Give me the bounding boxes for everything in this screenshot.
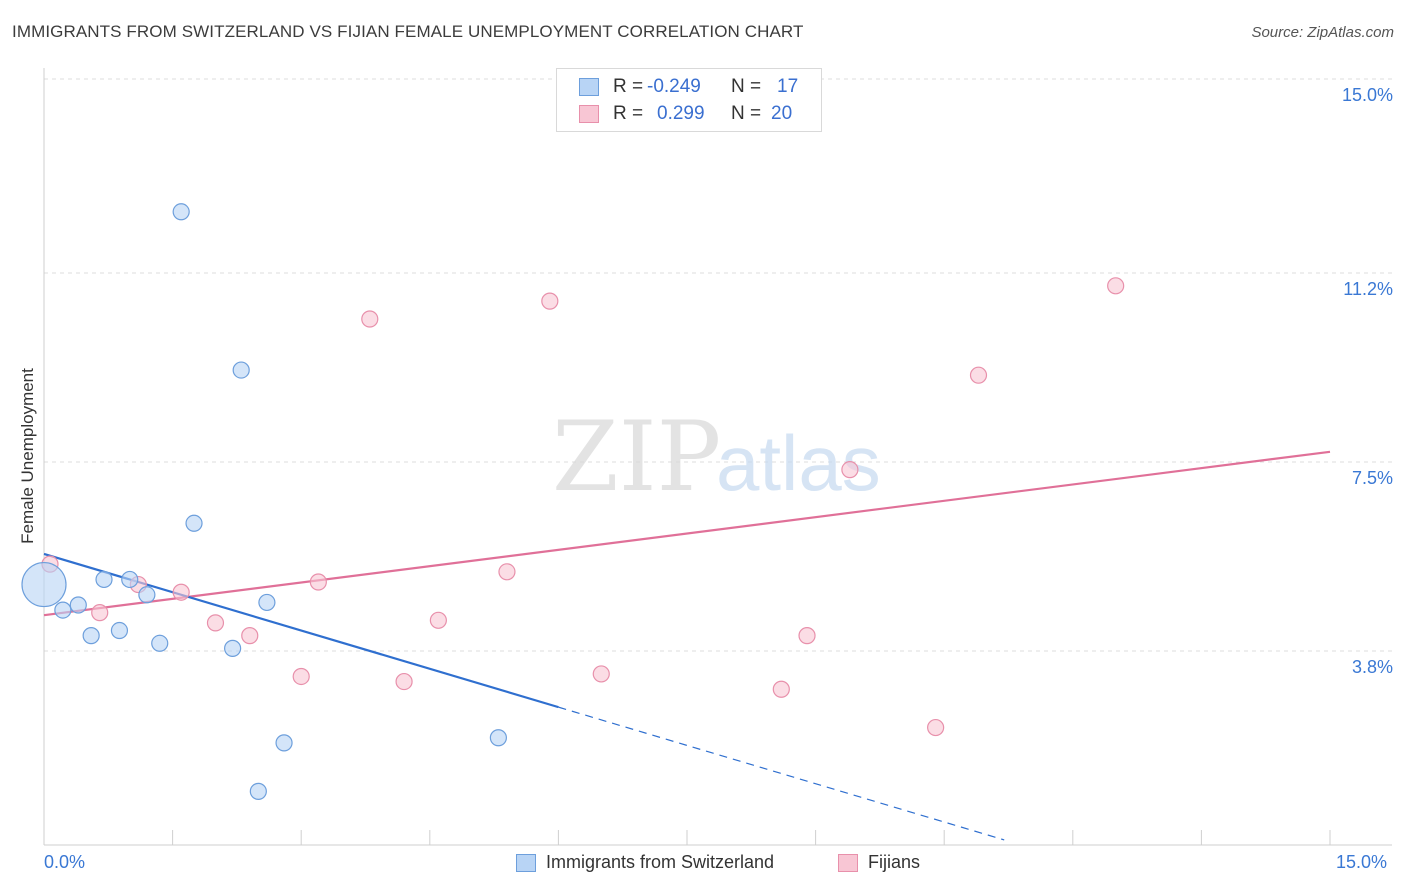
point-switzerland (110, 621, 129, 640)
watermark: ZIP atlas (552, 401, 881, 513)
point-fijians (798, 627, 816, 645)
legend-label: Fijians (868, 852, 921, 872)
point-fijians (395, 672, 413, 691)
n-value: 17 (777, 76, 799, 97)
point-switzerland (258, 593, 276, 612)
point-switzerland (224, 639, 242, 657)
data-points (21, 203, 1125, 800)
legend-label: Immigrants from Switzerland (546, 852, 775, 872)
point-switzerland (82, 627, 100, 645)
point-switzerland (151, 634, 169, 652)
y-tick-label: 15.0% (1341, 85, 1393, 105)
n-label: N = (731, 76, 762, 97)
point-fijians (241, 627, 259, 645)
legend-item-fijians[interactable]: Fijians (838, 852, 920, 873)
legend-swatch-blue (579, 78, 599, 96)
point-fijians (361, 310, 379, 328)
stats-legend: R = -0.249 N = 17 R = 0.299 N = 20 (556, 68, 822, 132)
point-switzerland (275, 734, 293, 752)
point-fijians (841, 461, 859, 479)
r-label: R = (613, 76, 644, 97)
source-label: Source: ZipAtlas.com (1251, 24, 1394, 41)
point-fijians (969, 366, 988, 384)
trend-line-switzerland-extrapolated (558, 706, 1005, 841)
point-switzerland (185, 514, 203, 532)
legend-swatch-blue (516, 853, 536, 872)
point-fijians (498, 563, 516, 581)
point-fijians (1107, 277, 1125, 295)
axes (43, 68, 1392, 846)
point-switzerland (69, 596, 87, 614)
point-switzerland (489, 729, 507, 747)
x-tick-label-min: 0.0% (44, 852, 86, 872)
stats-legend-row-fijians: R = 0.299 N = 20 (579, 101, 792, 127)
grid-lines (44, 78, 1392, 652)
point-switzerland (121, 570, 139, 589)
r-value: 0.299 (657, 103, 705, 124)
point-fijians (429, 611, 447, 629)
n-label: N = (731, 103, 762, 124)
legend-item-switzerland[interactable]: Immigrants from Switzerland (516, 852, 774, 873)
point-switzerland (95, 570, 113, 589)
point-switzerland (21, 561, 67, 608)
trend-line-fijians (43, 450, 1331, 617)
point-switzerland (232, 361, 250, 379)
watermark-atlas: atlas (716, 419, 881, 507)
y-tick-label: 3.8% (1351, 656, 1393, 677)
y-tick-label: 7.5% (1351, 468, 1393, 488)
point-fijians (309, 573, 327, 591)
point-fijians (206, 614, 225, 632)
r-label: R = (613, 103, 644, 124)
n-value: 20 (771, 103, 793, 124)
legend-swatch-pink (838, 853, 858, 872)
point-fijians (292, 667, 310, 686)
y-tick-label: 11.2% (1343, 279, 1393, 300)
point-switzerland (172, 203, 190, 221)
point-fijians (91, 604, 109, 622)
x-tick-label-max: 15.0% (1336, 852, 1388, 872)
point-fijians (172, 583, 190, 601)
point-fijians (541, 292, 559, 310)
point-fijians (592, 665, 610, 683)
point-switzerland (54, 601, 72, 619)
legend-swatch-pink (579, 105, 599, 123)
point-switzerland (138, 586, 156, 604)
chart-title: IMMIGRANTS FROM SWITZERLAND VS FIJIAN FE… (12, 22, 804, 41)
y-axis-label: Female Unemployment (18, 368, 37, 544)
point-switzerland (249, 782, 267, 800)
r-value: -0.249 (647, 76, 701, 97)
point-fijians (927, 718, 945, 737)
stats-legend-row-switzerland: R = -0.249 N = 17 (579, 74, 798, 100)
watermark-zip: ZIP (552, 401, 721, 513)
point-fijians (772, 680, 790, 698)
